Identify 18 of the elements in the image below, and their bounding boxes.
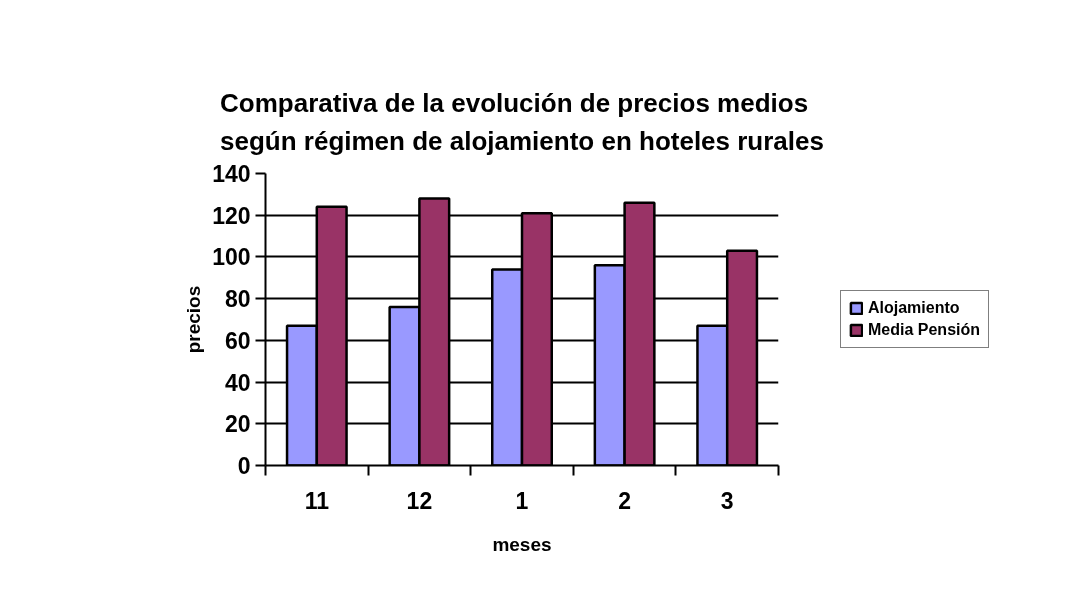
y-tick-label: 100 (212, 244, 251, 271)
y-tick-label: 80 (224, 286, 251, 313)
x-tick-label: 11 (304, 487, 330, 514)
y-tick-label: 40 (224, 369, 251, 396)
legend-label: Alojamiento (868, 299, 960, 317)
chart-title: Comparativa de la evolución de precios medios según régimen de alojamiento en hoteles rurales (220, 88, 824, 156)
legend-label: Media Pensión (868, 321, 981, 339)
y-tick-label: 0 (237, 453, 251, 479)
y-tick-label: 60 (224, 327, 251, 354)
x-axis-title: meses (492, 533, 552, 555)
y-tick-label: 20 (224, 411, 251, 438)
x-tick-label: 2 (618, 487, 631, 514)
x-tick-label: 1 (515, 487, 529, 514)
y-tick-label: 140 (212, 161, 251, 187)
x-tick-label: 12 (406, 487, 433, 514)
x-tick-label: 3 (720, 487, 734, 514)
y-tick-label: 120 (212, 202, 251, 229)
y-axis-title: precios (183, 285, 205, 354)
